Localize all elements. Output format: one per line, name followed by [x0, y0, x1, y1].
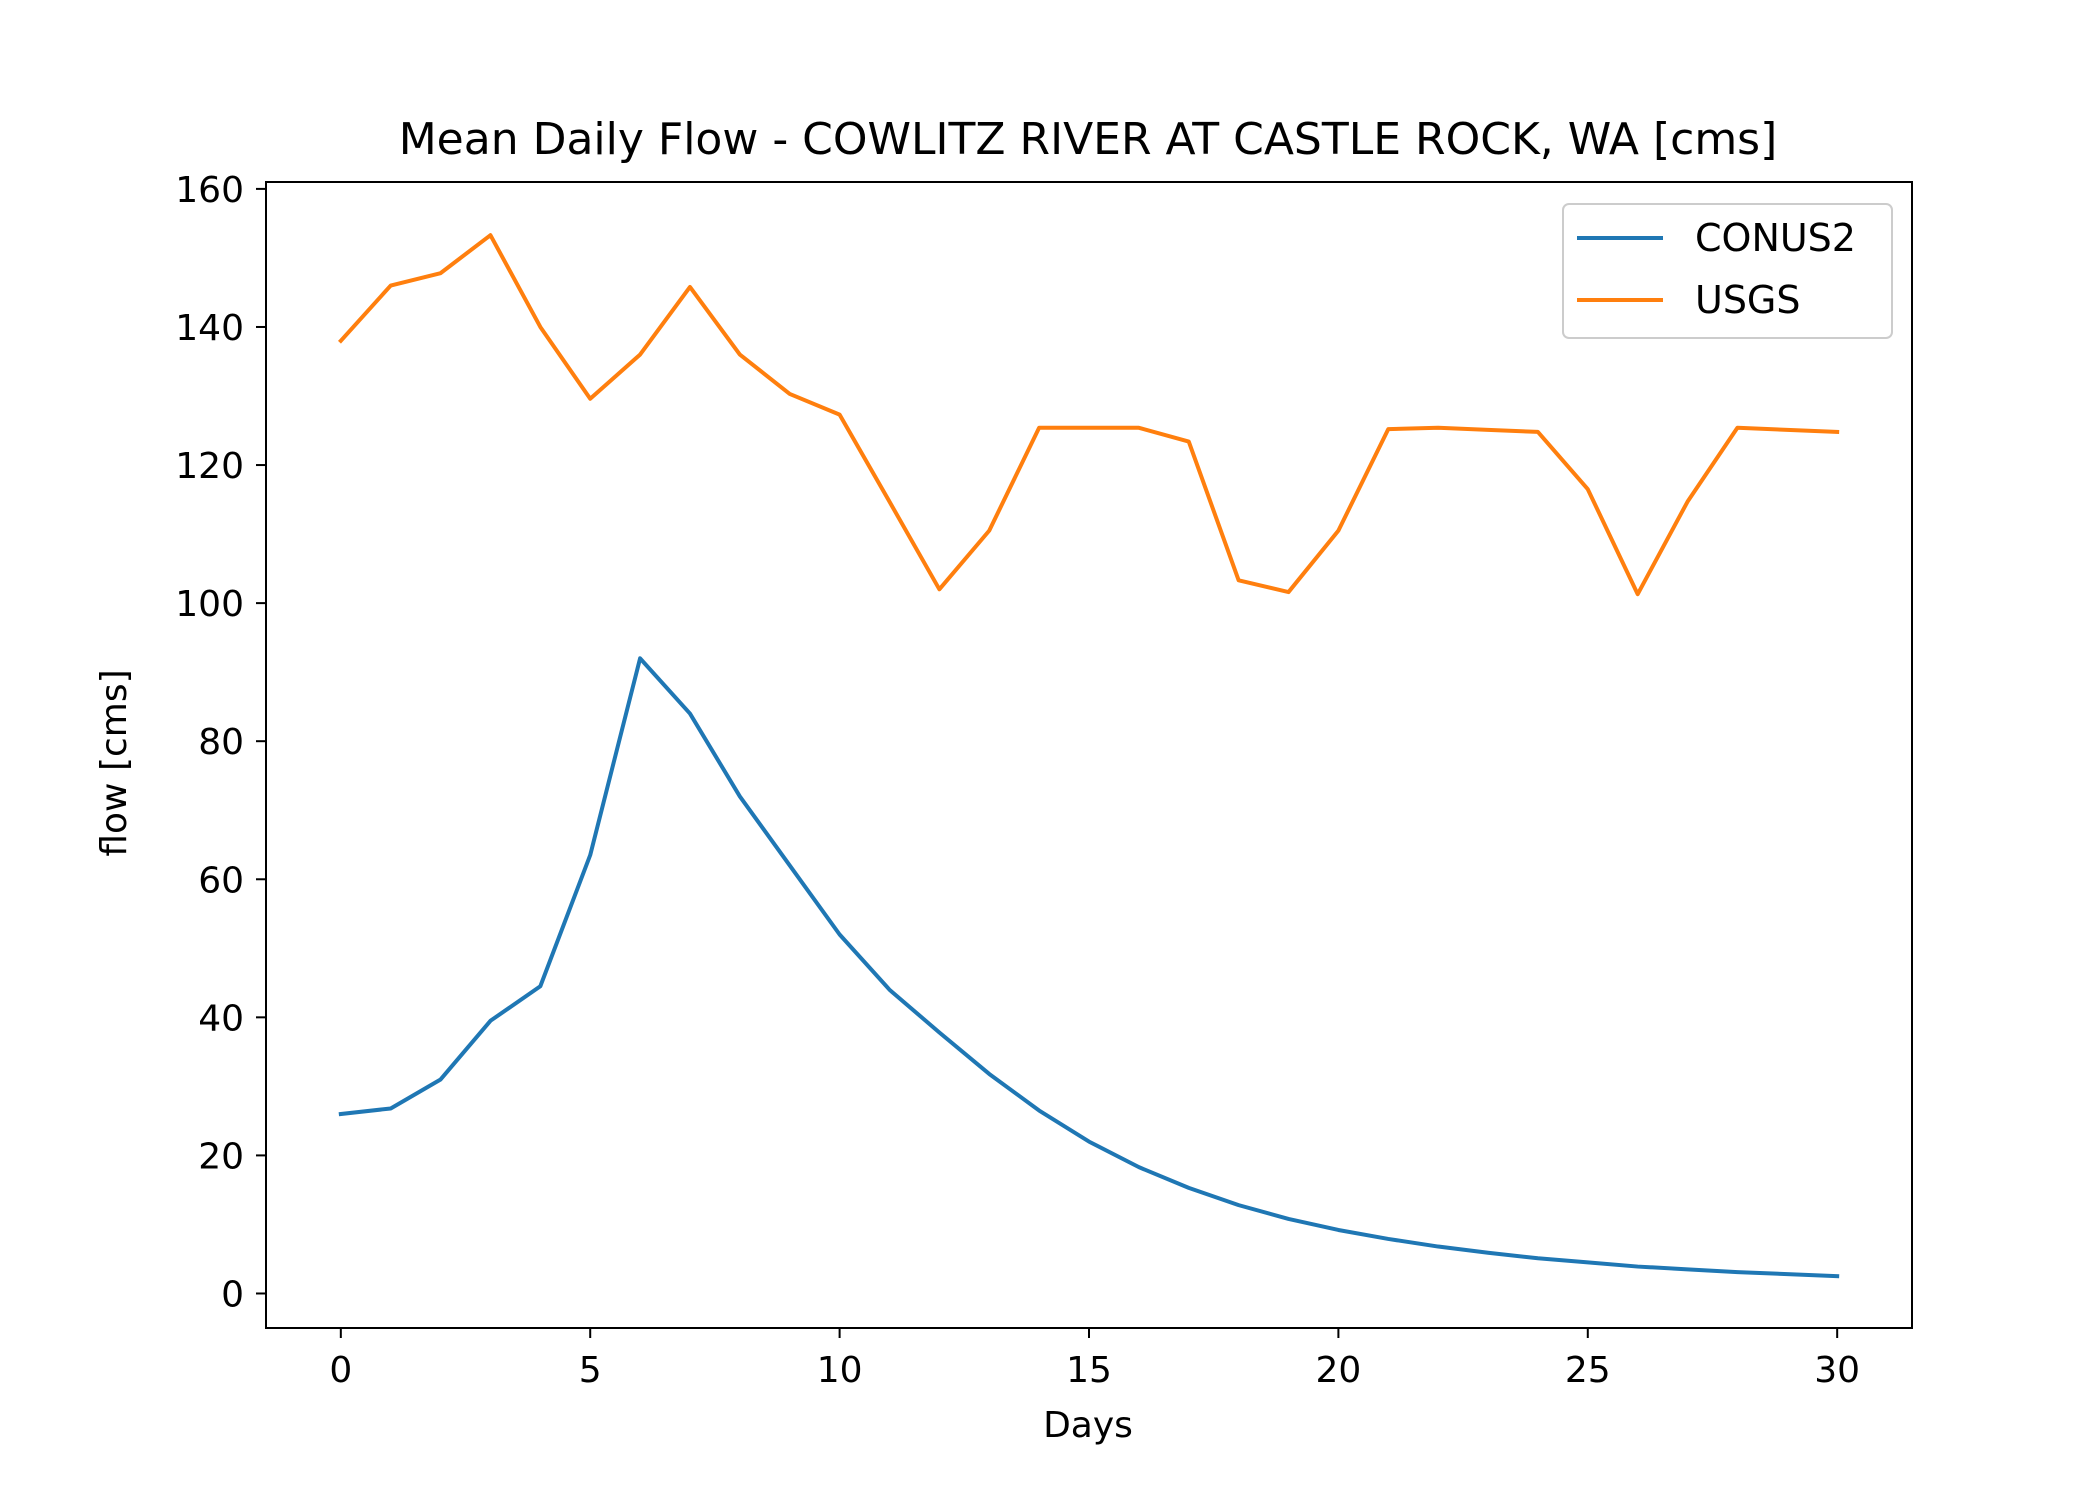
x-tick-label: 30	[1814, 1350, 1860, 1391]
chart-title: Mean Daily Flow - COWLITZ RIVER AT CASTL…	[399, 114, 1778, 165]
y-tick-label: 80	[198, 722, 244, 763]
x-tick-label: 10	[817, 1350, 863, 1391]
y-tick-label: 140	[175, 308, 244, 349]
legend-label-conus2: CONUS2	[1695, 216, 1856, 260]
y-tick-label: 100	[175, 584, 244, 625]
x-axis-label: Days	[1043, 1405, 1133, 1446]
x-tick-label: 20	[1315, 1350, 1361, 1391]
y-tick-label: 60	[198, 860, 244, 901]
series-line-conus2	[338, 656, 1840, 1279]
y-tick-label: 20	[198, 1136, 244, 1177]
x-tick-label: 5	[579, 1350, 602, 1391]
y-tick-label: 120	[175, 446, 244, 487]
legend: CONUS2 USGS	[1562, 203, 1893, 339]
legend-label-usgs: USGS	[1695, 278, 1801, 322]
plot-area: 0 5 10 15 20 25 30 0 20 40 60 80 100 120 140 160 CONUS2 U…	[175, 170, 1913, 1391]
y-tick-label: 160	[175, 170, 244, 211]
plot-frame	[265, 181, 1913, 1329]
y-axis-label: flow [cms]	[94, 669, 135, 856]
series-line-usgs	[337, 233, 1840, 597]
y-tick-label: 40	[198, 998, 244, 1039]
x-tick-label: 0	[329, 1350, 352, 1391]
y-tick-label: 0	[221, 1274, 244, 1315]
x-tick-label: 25	[1565, 1350, 1611, 1391]
x-tick-label: 15	[1066, 1350, 1112, 1391]
